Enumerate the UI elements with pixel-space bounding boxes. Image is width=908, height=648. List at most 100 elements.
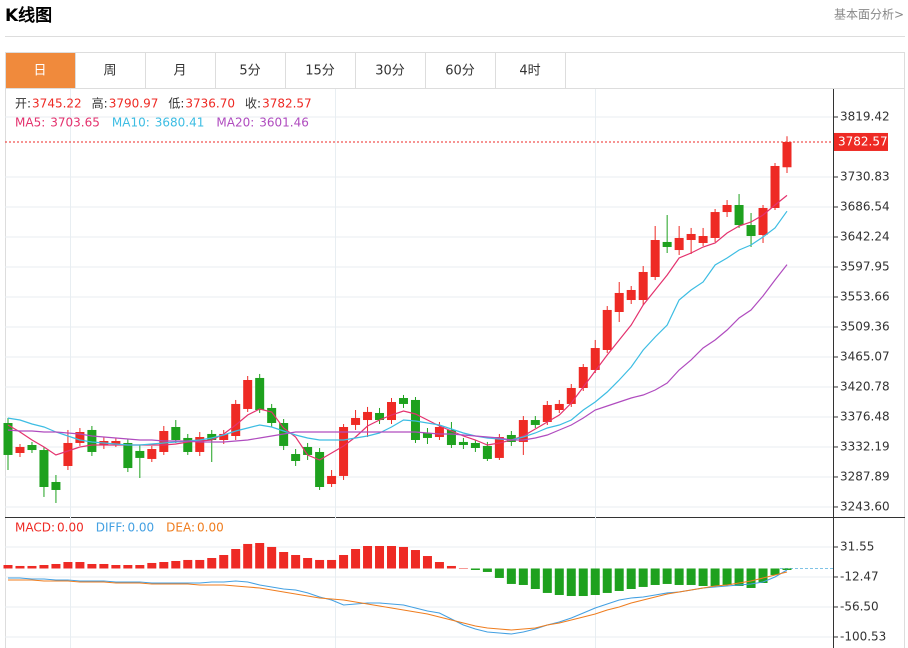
candle-body [303,446,313,455]
macd-bar [123,565,133,569]
macd-bar [327,559,337,569]
candle-body [470,442,480,448]
candle-body [3,422,13,455]
candle-body [39,450,49,487]
candle-body [446,429,456,446]
tab-label[interactable]: 4时 [519,64,540,79]
macd-bar [219,554,229,569]
candle-body [578,366,588,388]
y-tick-label: 3597.95 [840,259,890,273]
candle-body [650,240,660,277]
candle-body [746,225,756,237]
candle-body [363,411,373,421]
macd-bar [398,546,408,569]
tab-label[interactable]: 月 [173,64,186,79]
candle-body [770,165,780,208]
candle-body [183,437,193,452]
candle-body [63,442,73,467]
macd-bar [758,568,768,583]
macd-bar [470,568,480,570]
candle-body [15,446,25,454]
candle-body [111,441,121,444]
tab[interactable] [75,52,146,89]
macd-bar [255,543,265,569]
macd-bar [291,554,301,569]
legend-text: DIFF: [96,521,126,535]
macd-bar [590,568,600,595]
candle-body [195,437,205,452]
candle-body [698,236,708,243]
y-tick-label: 3553.66 [840,289,890,303]
macd-bar [207,557,217,569]
candle-body [351,417,361,425]
macd-line [8,571,788,631]
tab-label[interactable]: 30分 [375,64,405,79]
legend-text: 0.00 [57,521,84,535]
tab[interactable] [355,52,426,89]
macd-bar [554,568,564,595]
candle-body [207,433,217,440]
candle-body [315,451,325,487]
macd-bar [746,568,756,588]
macd-bar [267,546,277,569]
macd-bar [351,549,361,569]
macd-bar [602,568,612,593]
candle-body [530,420,540,425]
candle-body [255,377,265,410]
candle-body [710,212,720,238]
legend-text: 3736.70 [185,97,235,111]
candle-body [231,403,241,437]
candle-body [327,475,337,485]
candle-body [291,454,301,461]
legend-text: 3601.46 [259,116,309,130]
y-tick-label: 3243.60 [840,499,890,513]
macd-bar [710,568,720,586]
tab[interactable] [425,52,496,89]
macd-bar [578,568,588,597]
candle-body [722,204,732,213]
candle-body [494,437,504,458]
macd-bar [51,563,61,569]
y-tick-label: 3465.07 [840,349,890,363]
y-tick-label: 3332.19 [840,439,890,453]
tab-label[interactable]: 周 [103,64,116,79]
y-tick-label: -56.50 [840,599,879,613]
tab-label[interactable]: 15分 [305,64,335,79]
candle-body [686,233,696,241]
legend-text: 低: [168,97,184,111]
legend-text: 开: [15,97,31,111]
tab[interactable] [5,52,76,89]
candle-body [434,426,444,438]
macd-bar [518,568,528,585]
macd-bar [99,563,109,569]
macd-bar [530,568,540,589]
candle-body [782,141,792,168]
tab-label[interactable]: 60分 [445,64,475,79]
macd-bar [111,565,121,569]
y-tick-label: 31.55 [840,539,874,553]
macd-line [8,569,788,635]
candle-body [135,450,145,458]
macd-bar [650,568,660,585]
macd-bar [506,568,516,584]
candle-body [614,292,624,312]
macd-bar [375,546,385,569]
y-tick-label: 3509.36 [840,319,890,333]
tab[interactable] [495,52,566,89]
y-tick-label: 3287.89 [840,469,890,483]
candle-body [458,441,468,446]
price-tag [834,132,888,151]
candle-body [422,433,432,438]
candle-body [626,289,636,301]
candle-body [410,399,420,440]
tab-label[interactable]: 5分 [239,64,260,79]
macd-bar [434,562,444,569]
fundamental-link[interactable]: 基本面分析> [834,8,904,22]
macd-bar [638,568,648,587]
macd-bar [446,565,456,569]
tab-label[interactable]: 日 [33,64,46,79]
candle-body [590,348,600,370]
legend-text: 3745.22 [32,97,82,111]
